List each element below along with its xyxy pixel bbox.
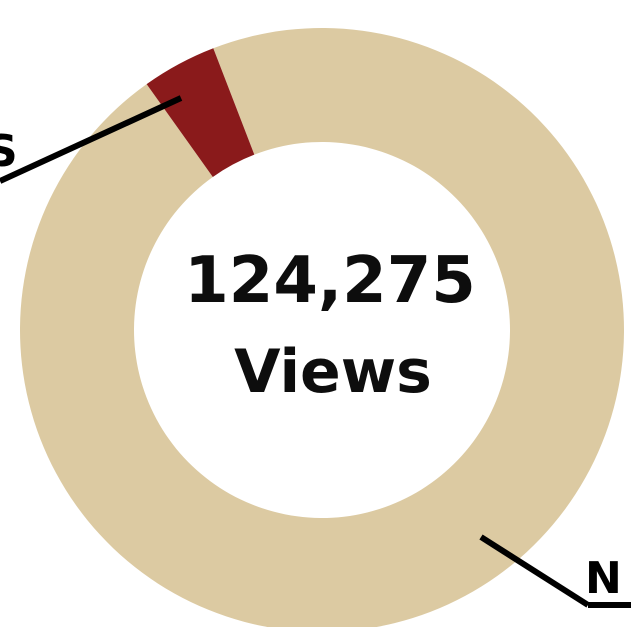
leader-line-n <box>479 534 590 608</box>
slice-label-n: N <box>585 553 622 604</box>
slice-s <box>146 48 255 177</box>
donut-slices <box>20 28 624 627</box>
center-caption: Views <box>234 337 432 407</box>
leader-line-s <box>0 95 183 184</box>
slice-label-s: S <box>0 126 18 177</box>
slice-n <box>20 28 624 627</box>
center-value: 124,275 <box>184 244 476 318</box>
